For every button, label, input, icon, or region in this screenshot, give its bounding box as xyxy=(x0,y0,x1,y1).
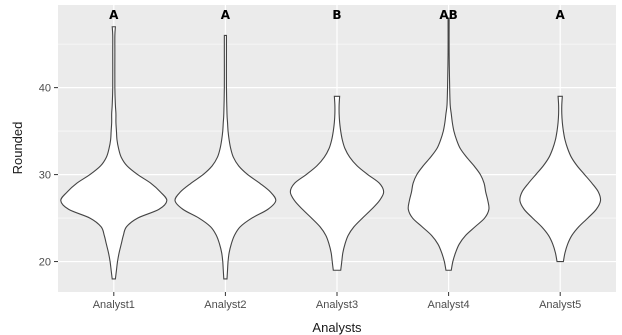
x-tick-label: Analyst4 xyxy=(427,299,469,311)
violin-analyst5 xyxy=(519,95,602,263)
x-tick-label: Analyst1 xyxy=(93,299,135,311)
x-tick-label: Analyst3 xyxy=(316,299,358,311)
y-axis-ticks: 20 30 40 xyxy=(39,83,58,269)
x-axis-ticks: Analyst1 Analyst2 Analyst3 Analyst4 Analyst5 xyxy=(93,292,581,311)
violins xyxy=(60,17,602,280)
y-axis-title: Rounded xyxy=(10,122,25,175)
violin-analyst4 xyxy=(407,17,490,271)
group-letter: A xyxy=(109,8,119,22)
group-letter: AB xyxy=(439,8,457,22)
x-tick-label: Analyst2 xyxy=(204,299,246,311)
violin-analyst3 xyxy=(289,95,385,271)
x-tick-label: Analyst5 xyxy=(539,299,581,311)
y-tick-label: 20 xyxy=(39,257,51,269)
x-axis-title: Analysts xyxy=(312,320,362,335)
y-tick-label: 40 xyxy=(39,83,51,95)
violin-analyst2 xyxy=(174,34,277,280)
y-tick-label: 30 xyxy=(39,170,51,182)
group-letter: A xyxy=(556,8,566,22)
group-letter: B xyxy=(332,8,341,22)
violin-analyst1 xyxy=(60,26,168,280)
group-letters: A A B AB A xyxy=(109,8,565,22)
group-letter: A xyxy=(221,8,231,22)
